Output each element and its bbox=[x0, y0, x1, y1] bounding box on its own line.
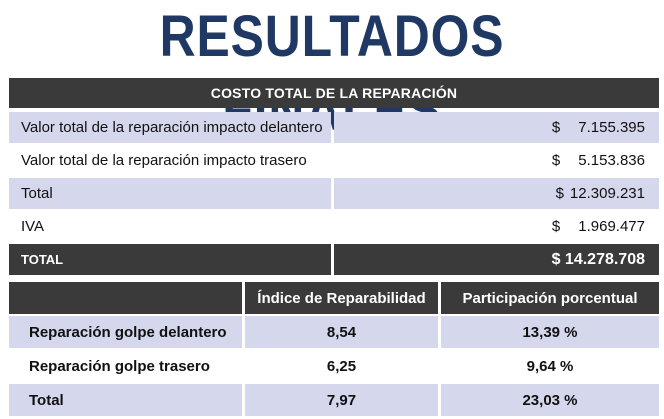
cost-row-subtotal: Total $ 12.309.231 bbox=[9, 178, 659, 209]
cost-row-value: 5.153.836 bbox=[578, 152, 645, 169]
row-label: Reparación golpe trasero bbox=[9, 350, 242, 382]
cost-row-value-cell: $ 7.155.395 bbox=[334, 112, 659, 143]
reparability-row-rear: Reparación golpe trasero 6,25 9,64 % bbox=[9, 350, 659, 382]
cost-total-label: TOTAL bbox=[9, 244, 331, 275]
cost-row-value: 7.155.395 bbox=[578, 119, 645, 136]
reparability-row-total: Total 7,97 23,03 % bbox=[9, 384, 659, 416]
cost-row-value: 12.309.231 bbox=[569, 185, 645, 202]
cost-row-label: Valor total de la reparación impacto del… bbox=[9, 112, 331, 143]
row-index: 7,97 bbox=[245, 384, 438, 416]
cost-row-label: Valor total de la reparación impacto tra… bbox=[9, 145, 331, 176]
header-index: Índice de Reparabilidad bbox=[245, 282, 438, 314]
header-empty bbox=[9, 282, 242, 314]
cost-row-rear: Valor total de la reparación impacto tra… bbox=[9, 145, 659, 176]
cost-row-value-cell: $ 1.969.477 bbox=[334, 211, 659, 242]
cost-row-value: 1.969.477 bbox=[578, 218, 645, 235]
row-share: 23,03 % bbox=[441, 384, 659, 416]
cost-row-value-cell: $ 12.309.231 bbox=[334, 178, 659, 209]
reparability-table: Índice de Reparabilidad Participación po… bbox=[9, 282, 659, 416]
currency-symbol: $ bbox=[551, 119, 561, 136]
cost-row-front: Valor total de la reparación impacto del… bbox=[9, 112, 659, 143]
cost-row-label: Total bbox=[9, 178, 331, 209]
currency-symbol: $ bbox=[551, 218, 561, 235]
cost-row-value-cell: $ 5.153.836 bbox=[334, 145, 659, 176]
reparability-row-front: Reparación golpe delantero 8,54 13,39 % bbox=[9, 316, 659, 348]
header-share: Participación porcentual bbox=[441, 282, 659, 314]
row-label: Reparación golpe delantero bbox=[9, 316, 242, 348]
cost-table: COSTO TOTAL DE LA REPARACIÓN Valor total… bbox=[9, 78, 659, 275]
cost-table-header: COSTO TOTAL DE LA REPARACIÓN bbox=[9, 78, 659, 108]
cost-row-label: IVA bbox=[9, 211, 331, 242]
currency-symbol: $ bbox=[555, 185, 564, 202]
cost-row-total: TOTAL $ 14.278.708 bbox=[9, 244, 659, 275]
row-index: 8,54 bbox=[245, 316, 438, 348]
row-label: Total bbox=[9, 384, 242, 416]
reparability-header-row: Índice de Reparabilidad Participación po… bbox=[9, 282, 659, 314]
page-title: RESULTADOS FINALES bbox=[159, 4, 505, 143]
row-index: 6,25 bbox=[245, 350, 438, 382]
cost-row-iva: IVA $ 1.969.477 bbox=[9, 211, 659, 242]
cost-total-value: $ 14.278.708 bbox=[334, 244, 659, 275]
currency-symbol: $ bbox=[551, 152, 561, 169]
row-share: 13,39 % bbox=[441, 316, 659, 348]
row-share: 9,64 % bbox=[441, 350, 659, 382]
